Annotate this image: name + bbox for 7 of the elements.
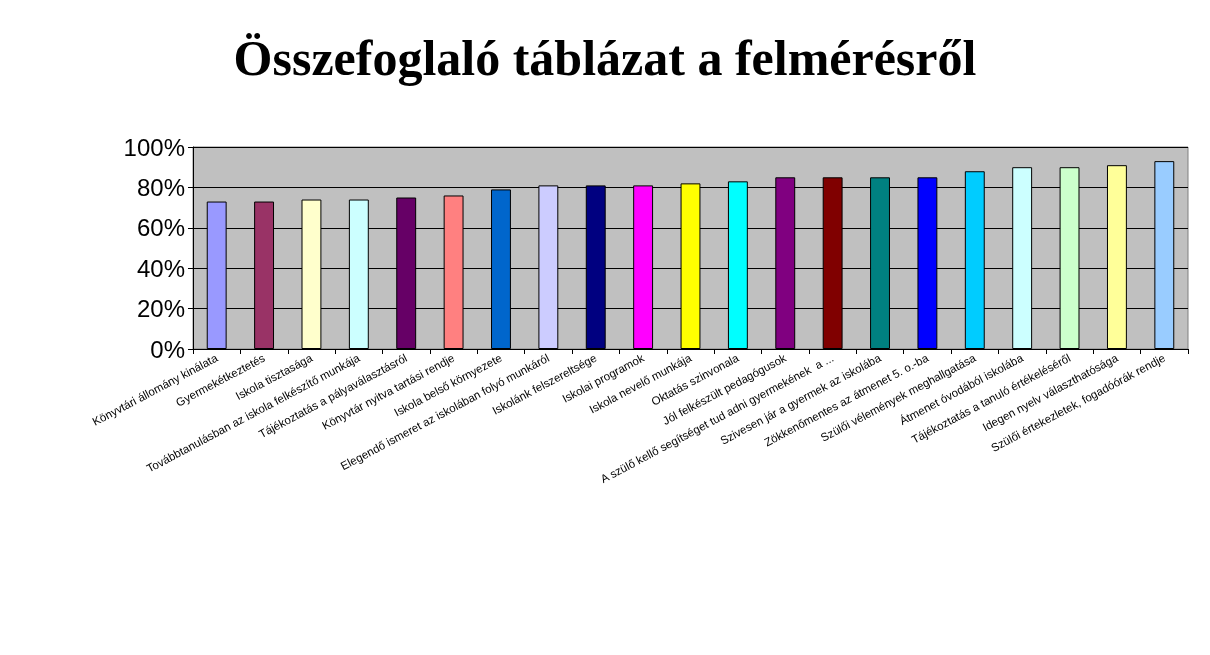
y-tick-label: 80%	[136, 173, 185, 201]
y-tick-label: 0%	[150, 335, 185, 363]
y-tick-label: 20%	[136, 295, 185, 323]
y-tick-label: 60%	[136, 214, 185, 242]
y-tick-label: 40%	[136, 254, 185, 282]
y-tick-label: 100%	[123, 133, 185, 161]
chart-title: Összefoglaló táblázat a felmérésről	[233, 30, 977, 86]
